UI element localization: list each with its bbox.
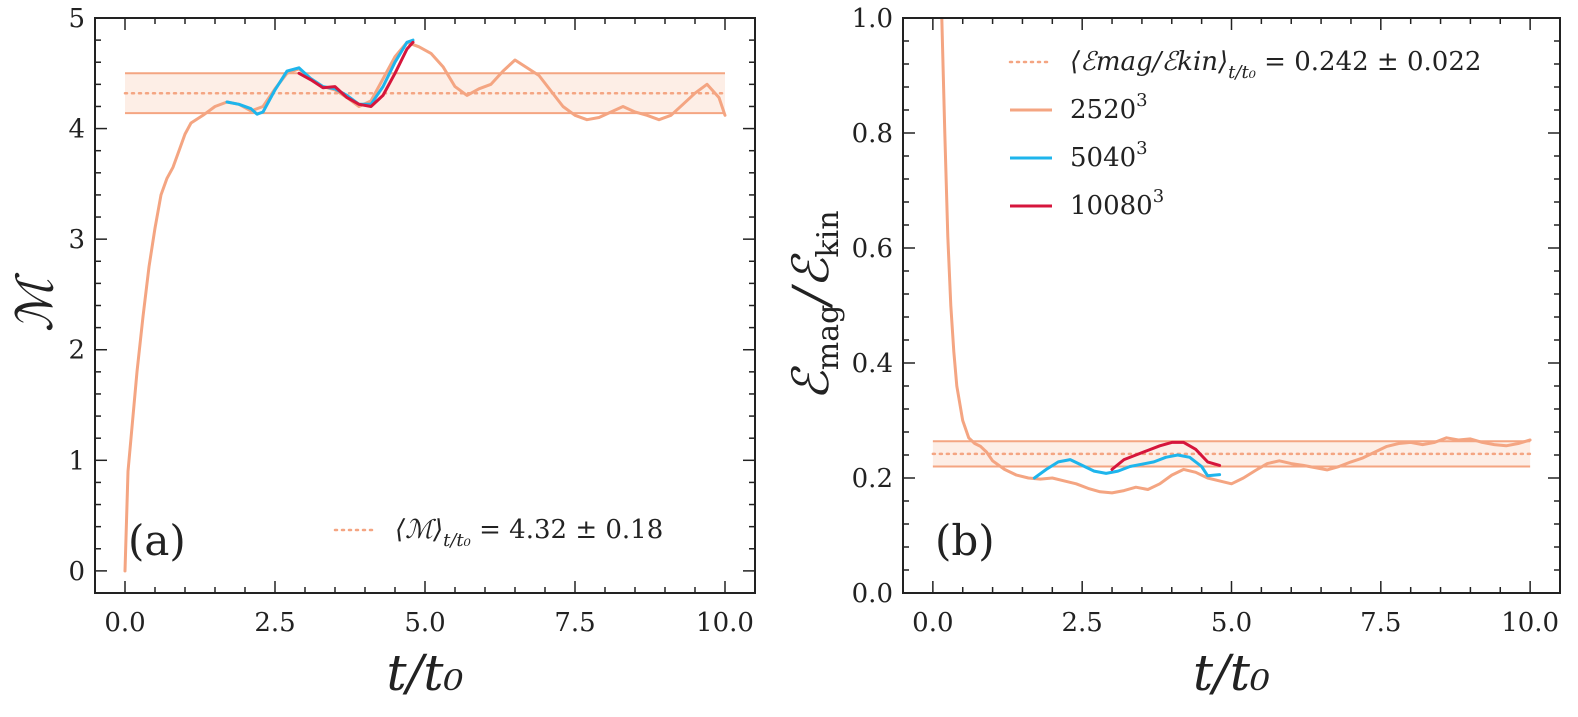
x-tick-label: 0.0: [912, 608, 953, 638]
x-axis-label-main: t/: [1193, 644, 1234, 702]
series-line-10080: [1110, 440, 1222, 471]
y-tick-label: 2: [68, 336, 85, 366]
y-tick-label: 0: [68, 557, 85, 587]
y-axis-label-den-sub: kin: [811, 210, 846, 257]
legend-entry-3: 100803: [1070, 186, 1164, 221]
y-tick-label: 0.8: [852, 119, 893, 149]
panel-label: (a): [128, 516, 186, 565]
y-tick-label: 0.0: [852, 579, 893, 609]
y-tick-label: 1.0: [852, 4, 893, 34]
y-tick-label: 0.4: [852, 349, 893, 379]
y-axis-label-num: ℰ: [782, 366, 840, 401]
y-axis-label-num-sub: mag: [811, 305, 846, 371]
x-axis-label-main: t/: [386, 644, 427, 702]
series-line-10080: [297, 40, 415, 108]
legend-label: 5040: [1070, 143, 1136, 173]
panel-label: (b): [935, 516, 995, 565]
x-tick-label: 7.5: [1360, 608, 1401, 638]
y-axis-label: ℰmag/ℰkin: [782, 210, 846, 400]
legend-label: ⟨ℰmag/ℰkin⟩: [1070, 47, 1228, 77]
legend-entry-0: ⟨ℳ⟩t/t₀ = 4.32 ± 0.18: [395, 515, 663, 551]
y-tick-label: 0.6: [852, 234, 893, 264]
legend-superscript: 3: [1136, 138, 1147, 159]
y-tick-label: 1: [68, 446, 85, 476]
series-line-2520: [940, 18, 1532, 495]
series-line-2520: [123, 40, 727, 573]
legend-label: 10080: [1070, 191, 1153, 221]
series-group: [940, 18, 1532, 495]
y-axis-label-text: ℳ: [6, 272, 64, 332]
x-tick-label: 2.5: [254, 608, 295, 638]
y-tick-label: 0.2: [852, 464, 893, 494]
y-tick-label: 4: [68, 115, 85, 145]
legend-superscript: 3: [1136, 90, 1147, 111]
legend-superscript: 3: [1153, 186, 1164, 207]
legend-entry-2: 50403: [1070, 138, 1148, 173]
y-tick-label: 5: [68, 4, 85, 34]
series-group: [123, 38, 727, 573]
x-tick-label: 0.0: [104, 608, 145, 638]
y-axis-label-den: /ℰ: [782, 253, 840, 309]
x-tick-label: 10.0: [696, 608, 754, 638]
legend-entry-1: 25203: [1070, 90, 1148, 125]
x-tick-label: 5.0: [1211, 608, 1252, 638]
legend-subscript: t/t₀: [443, 530, 471, 551]
y-tick-label: 3: [68, 225, 85, 255]
legend-value: = 0.242 ± 0.022: [1256, 47, 1482, 77]
mean-band-fill: [932, 441, 1531, 467]
y-axis-label: ℳ: [6, 272, 64, 332]
x-axis-label-denominator: t₀: [1230, 644, 1270, 702]
legend-label: ⟨ℳ⟩: [395, 515, 443, 545]
x-tick-label: 10.0: [1501, 608, 1559, 638]
x-tick-label: 2.5: [1062, 608, 1103, 638]
plot-frame: [902, 17, 1561, 594]
x-axis-label: t/t₀: [386, 644, 463, 702]
legend-subscript: t/t₀: [1228, 62, 1256, 83]
x-axis-label: t/t₀: [1193, 644, 1270, 702]
legend-label: 2520: [1070, 95, 1136, 125]
x-tick-label: 5.0: [404, 608, 445, 638]
legend-entry-0: ⟨ℰmag/ℰkin⟩t/t₀ = 0.242 ± 0.022: [1070, 47, 1481, 83]
x-tick-label: 7.5: [554, 608, 595, 638]
x-axis-label-denominator: t₀: [423, 644, 463, 702]
series-line-5040: [1032, 453, 1222, 480]
panel-b: 0.0 2.5 5.0 7.5 10.0 0.0 0.2 0.4 0.6 0.8 1.0 t/t₀ ℰm…: [782, 4, 1561, 702]
legend-value: = 4.32 ± 0.18: [471, 515, 663, 545]
